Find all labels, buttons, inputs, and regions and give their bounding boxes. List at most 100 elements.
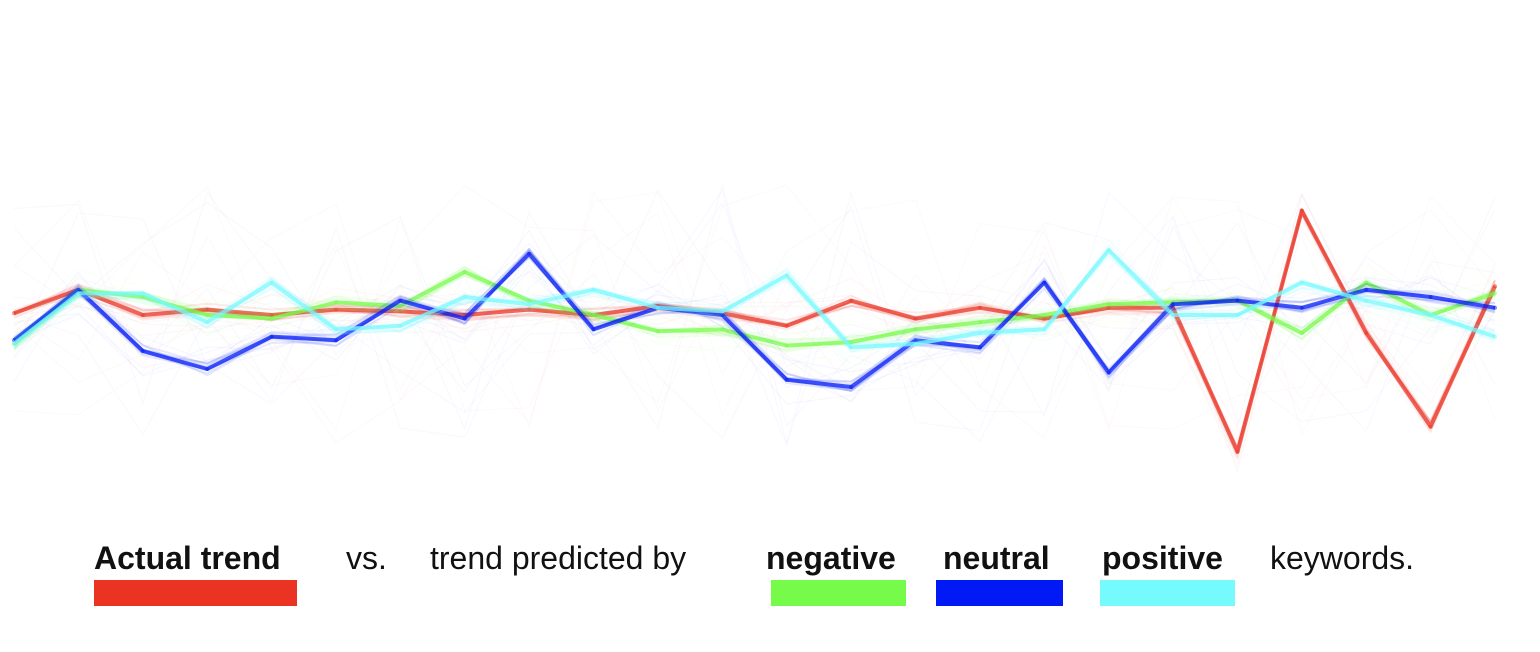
trace-bundle-line [13,271,1496,403]
trace-bundle-line [13,258,1496,405]
data-point [334,300,338,305]
data-point [398,309,403,314]
data-point [462,269,467,274]
data-point [977,345,982,350]
data-point [527,298,532,303]
data-point [398,323,403,328]
data-point [977,305,982,310]
trace-bundle-line [13,250,1496,349]
data-point [720,313,725,317]
trace-bundle-line [13,230,1496,390]
data-point [527,302,532,307]
data-point [205,367,210,371]
data-point [1493,305,1497,310]
data-point [334,327,338,332]
trace-bundle-line [13,248,1496,346]
trace-bundle-line [13,238,1496,372]
data-point [1106,302,1111,307]
data-point [1299,331,1304,335]
data-point [140,291,145,296]
data-point [205,313,210,317]
data-point [1364,298,1369,303]
series-positive [12,238,1497,372]
data-point [1235,313,1240,317]
data-point [1106,370,1111,375]
data-point [334,307,338,312]
data-point [655,305,660,310]
legend-negative-label: negative [766,540,896,576]
data-point [655,329,660,334]
data-point [76,291,81,296]
data-point [462,295,467,299]
trend-chart [12,207,1497,473]
chart-legend: Actual trend vs. trend predicted by nega… [0,532,1540,632]
data-point [720,309,725,314]
data-point [527,251,532,256]
data-point [1042,280,1047,285]
legend-negative-swatch [771,580,906,606]
data-point [1493,284,1497,289]
data-point [913,316,918,321]
data-point [913,338,918,343]
legend-vs: vs. [346,540,387,576]
data-point [977,320,982,325]
series-line [12,269,1496,348]
data-point [140,349,145,353]
data-point [1364,287,1369,292]
legend-neutral-swatch [936,580,1063,606]
legend-positive-swatch [1100,580,1235,606]
trace-bundle-line [13,255,1496,366]
data-point [1364,280,1369,285]
data-point [1364,331,1369,335]
data-point [1493,291,1497,296]
data-point [205,307,210,312]
data-point [205,320,210,325]
data-point [140,313,145,317]
trace-bundle-line [13,214,1496,473]
data-point [591,327,596,332]
data-point [334,338,338,343]
data-point [527,307,532,312]
data-point [1106,248,1111,253]
trace-bundle-line [13,264,1496,354]
data-point [1171,313,1175,317]
data-point [12,341,16,346]
legend-neutral-label: neutral [943,540,1050,576]
data-point [849,385,854,389]
data-point [977,331,982,335]
data-point [76,287,81,292]
trace-bundle-line [13,213,1496,463]
data-point [1299,280,1304,285]
series-neutral [12,230,1497,405]
legend-suffix: keywords. [1270,540,1415,576]
data-point [398,304,403,308]
data-point [849,298,854,303]
data-point [784,343,789,348]
trace-bundle-line [13,257,1496,373]
series-line [12,248,1496,350]
data-point [1428,295,1433,299]
data-point [591,287,596,292]
data-point [1428,313,1433,317]
data-point [1042,327,1047,332]
legend-predicted-by: trend predicted by [430,540,687,576]
data-point [1235,298,1240,303]
data-point [784,323,789,328]
data-point [913,327,918,332]
legend-actual-label: Actual trend [94,540,281,576]
data-point [1428,424,1433,429]
trace-bundle-line [13,249,1496,346]
data-point [269,313,274,317]
data-point [269,280,274,285]
data-point [784,377,789,382]
data-point [1235,449,1240,454]
legend-positive-label: positive [1102,540,1223,576]
data-point [913,341,918,346]
data-point [1042,316,1047,321]
data-point [720,327,725,332]
series-line [13,208,1497,454]
data-point [269,334,274,339]
data-point [1299,305,1304,310]
data-point [1106,305,1111,310]
trace-bundle-line [13,266,1496,354]
